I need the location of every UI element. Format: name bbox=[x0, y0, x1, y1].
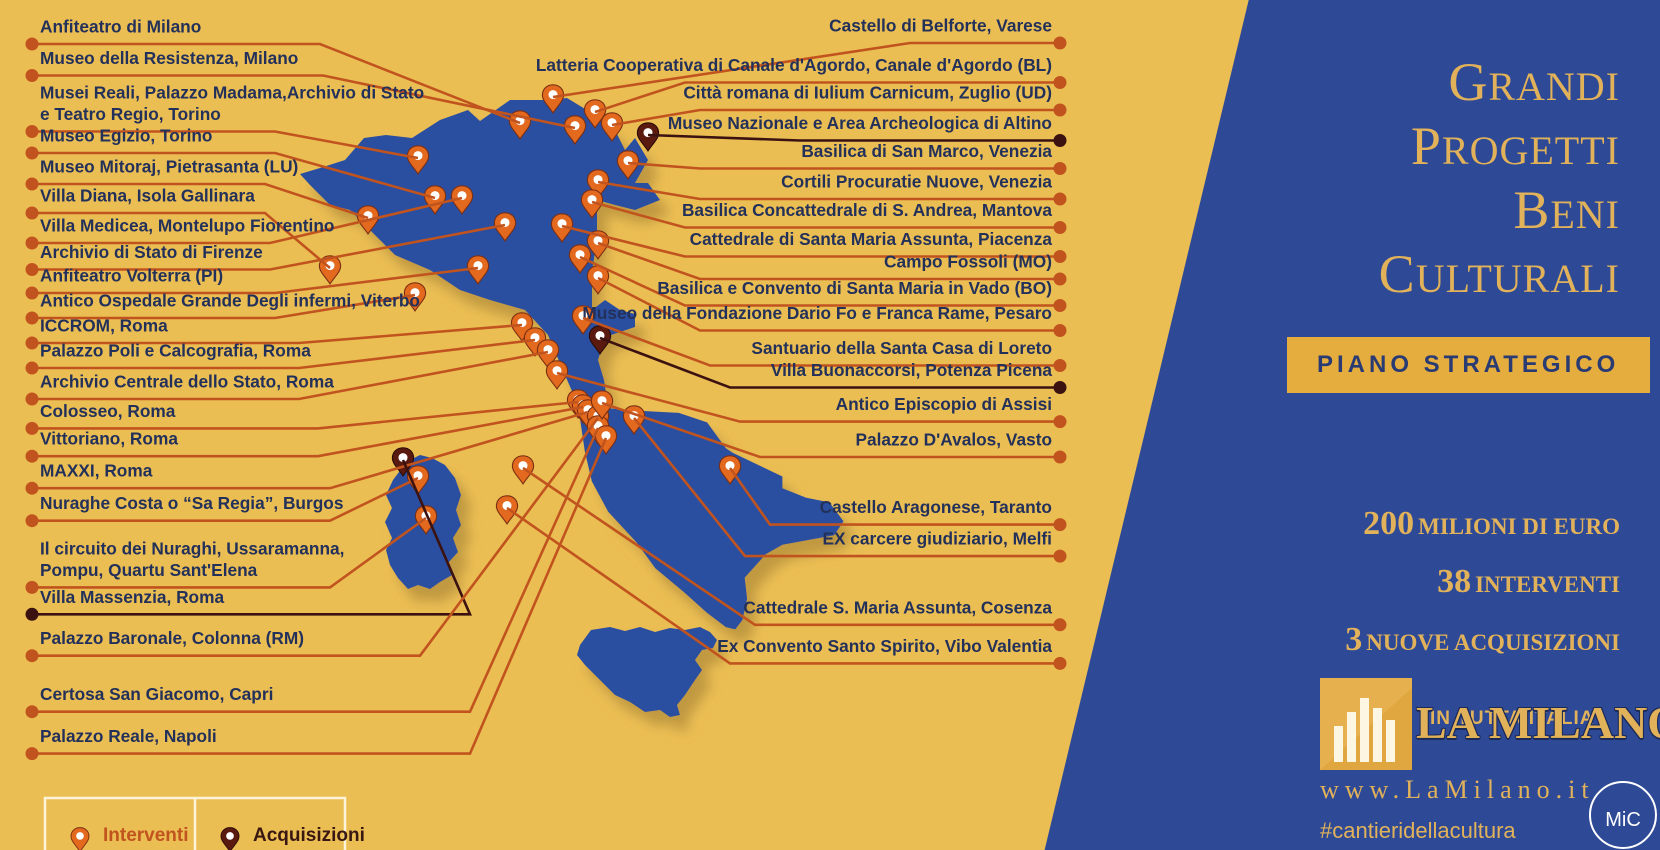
svg-text:Palazzo Poli e Calcografia, Ro: Palazzo Poli e Calcografia, Roma bbox=[40, 341, 311, 361]
svg-text:Palazzo Reale, Napoli: Palazzo Reale, Napoli bbox=[40, 726, 217, 746]
svg-text:Basilica di San Marco, Venezia: Basilica di San Marco, Venezia bbox=[801, 141, 1052, 161]
svg-text:Cattedrale di Santa Maria Assu: Cattedrale di Santa Maria Assunta, Piace… bbox=[690, 229, 1053, 249]
svg-text:Archivio Centrale dello Stato,: Archivio Centrale dello Stato, Roma bbox=[40, 372, 334, 392]
svg-text:Colosseo, Roma: Colosseo, Roma bbox=[40, 401, 176, 421]
svg-text:Basilica Concattedrale di S. A: Basilica Concattedrale di S. Andrea, Man… bbox=[682, 200, 1052, 220]
svg-text:Museo Nazionale e Area Archeol: Museo Nazionale e Area Archeologica di A… bbox=[668, 113, 1052, 133]
svg-text:e Teatro Regio, Torino: e Teatro Regio, Torino bbox=[40, 104, 221, 124]
svg-text:Il circuito dei Nuraghi, Ussar: Il circuito dei Nuraghi, Ussaramanna, bbox=[40, 538, 344, 558]
svg-text:Latteria Cooperativa di Canale: Latteria Cooperativa di Canale d'Agordo,… bbox=[536, 55, 1052, 75]
svg-text:Villa Massenzia, Roma: Villa Massenzia, Roma bbox=[40, 587, 224, 607]
svg-text:Città romana di Iulium Carnicu: Città romana di Iulium Carnicum, Zuglio … bbox=[683, 83, 1052, 103]
svg-text:Archivio di Stato di Firenze: Archivio di Stato di Firenze bbox=[40, 242, 263, 262]
svg-text:Basilica e Convento di Santa M: Basilica e Convento di Santa Maria in Va… bbox=[657, 278, 1052, 298]
svg-text:Villa Buonaccorsi, Potenza Pic: Villa Buonaccorsi, Potenza Picena bbox=[771, 360, 1052, 380]
svg-text:Vittoriano, Roma: Vittoriano, Roma bbox=[40, 429, 178, 449]
svg-text:Ex Convento Santo Spirito, Vib: Ex Convento Santo Spirito, Vibo Valentia bbox=[717, 636, 1052, 656]
svg-text:Villa Medicea, Montelupo Fiore: Villa Medicea, Montelupo Fiorentino bbox=[40, 216, 334, 236]
svg-text:Certosa San Giacomo, Capri: Certosa San Giacomo, Capri bbox=[40, 684, 273, 704]
svg-text:Palazzo Baronale, Colonna (RM): Palazzo Baronale, Colonna (RM) bbox=[40, 628, 304, 648]
svg-text:Museo della Fondazione Dario F: Museo della Fondazione Dario Fo e Franca… bbox=[582, 303, 1052, 323]
svg-text:Villa Diana, Isola Gallinara: Villa Diana, Isola Gallinara bbox=[40, 186, 255, 206]
svg-text:Castello Aragonese, Taranto: Castello Aragonese, Taranto bbox=[820, 497, 1052, 517]
svg-text:Musei Reali, Palazzo Madama,Ar: Musei Reali, Palazzo Madama,Archivio di … bbox=[40, 83, 424, 103]
svg-text:Palazzo D'Avalos, Vasto: Palazzo D'Avalos, Vasto bbox=[855, 430, 1052, 450]
svg-text:Anfiteatro di Milano: Anfiteatro di Milano bbox=[40, 17, 201, 37]
svg-text:Campo Fossoli (MO): Campo Fossoli (MO) bbox=[884, 252, 1052, 272]
svg-text:Santuario della Santa Casa di: Santuario della Santa Casa di Loreto bbox=[751, 338, 1052, 358]
svg-text:Anfiteatro Volterra (PI): Anfiteatro Volterra (PI) bbox=[40, 266, 223, 286]
svg-text:Museo Egizio, Torino: Museo Egizio, Torino bbox=[40, 126, 212, 146]
svg-text:EX carcere giudiziario, Melfi: EX carcere giudiziario, Melfi bbox=[822, 529, 1052, 549]
svg-text:Pompu, Quartu Sant'Elena: Pompu, Quartu Sant'Elena bbox=[40, 560, 258, 580]
svg-text:MAXXI, Roma: MAXXI, Roma bbox=[40, 461, 153, 481]
svg-text:Museo Mitoraj, Pietrasanta (LU: Museo Mitoraj, Pietrasanta (LU) bbox=[40, 157, 298, 177]
svg-text:Antico Episcopio di Assisi: Antico Episcopio di Assisi bbox=[836, 394, 1052, 414]
svg-text:Museo della Resistenza, Milano: Museo della Resistenza, Milano bbox=[40, 48, 298, 68]
svg-text:Castello di Belforte, Varese: Castello di Belforte, Varese bbox=[829, 16, 1052, 36]
svg-text:Cortili Procuratie Nuove, Vene: Cortili Procuratie Nuove, Venezia bbox=[781, 172, 1052, 192]
svg-text:Nuraghe Costa o “Sa Regia”, Bu: Nuraghe Costa o “Sa Regia”, Burgos bbox=[40, 493, 343, 513]
svg-text:ICCROM, Roma: ICCROM, Roma bbox=[40, 316, 168, 336]
svg-text:Antico Ospedale Grande Degli i: Antico Ospedale Grande Degli infermi, Vi… bbox=[40, 291, 420, 311]
svg-text:Cattedrale S. Maria Assunta, C: Cattedrale S. Maria Assunta, Cosenza bbox=[743, 597, 1052, 617]
